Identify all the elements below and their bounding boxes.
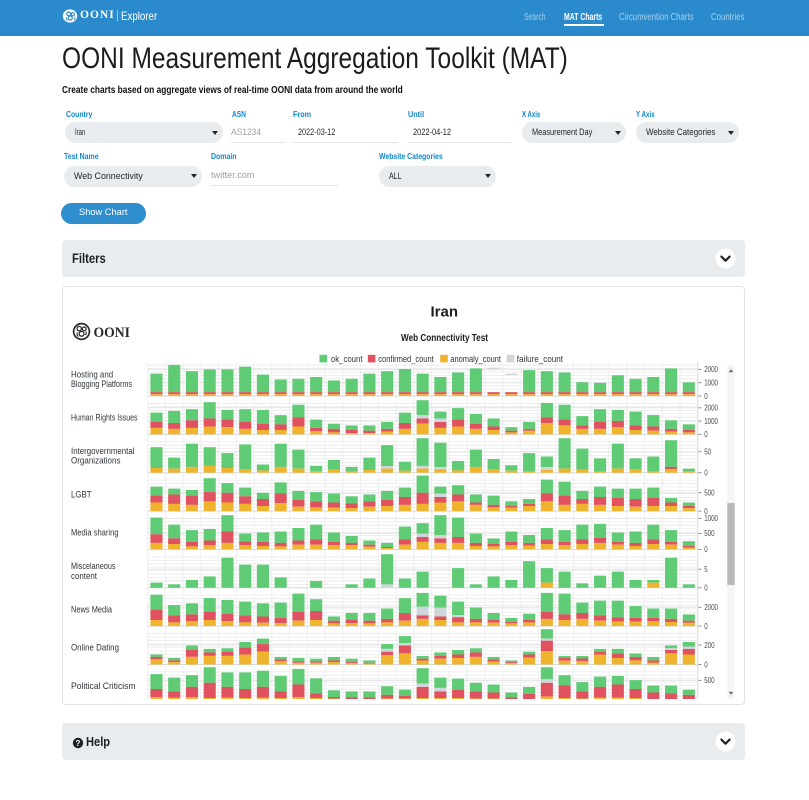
svg-text:50: 50	[704, 448, 711, 457]
svg-text:Blogging Platforms: Blogging Platforms	[71, 379, 132, 389]
svg-text:2000: 2000	[704, 365, 718, 374]
svg-text:Human Rights Issues: Human Rights Issues	[71, 413, 138, 423]
svg-text:anomaly_count: anomaly_count	[450, 353, 501, 364]
svg-text:ok_count: ok_count	[331, 353, 363, 364]
svg-text:content: content	[71, 571, 97, 581]
svg-text:0: 0	[704, 392, 708, 401]
svg-text:500: 500	[704, 489, 715, 498]
svg-text:News Media: News Media	[71, 604, 113, 614]
svg-text:Iran: Iran	[431, 304, 459, 321]
svg-text:Hosting and: Hosting and	[71, 369, 113, 379]
svg-text:2000: 2000	[704, 404, 718, 413]
svg-text:0: 0	[704, 545, 708, 554]
svg-text:Miscelaneous: Miscelaneous	[71, 561, 116, 571]
svg-text:OONI: OONI	[94, 325, 131, 341]
svg-text:500: 500	[704, 529, 715, 538]
svg-text:Online Dating: Online Dating	[71, 643, 119, 653]
svg-text:0: 0	[704, 584, 708, 593]
svg-text:?: ?	[76, 738, 81, 747]
svg-text:1000: 1000	[704, 514, 718, 523]
svg-text:LGBT: LGBT	[71, 489, 92, 499]
svg-text:2000: 2000	[704, 603, 718, 612]
svg-text:Media sharing: Media sharing	[71, 528, 119, 538]
svg-text:1000: 1000	[704, 417, 718, 426]
svg-text:Web Connectivity Test: Web Connectivity Test	[401, 333, 489, 344]
svg-text:0: 0	[704, 660, 708, 669]
svg-text:200: 200	[704, 641, 715, 650]
svg-text:0: 0	[704, 622, 708, 631]
svg-text:500: 500	[704, 676, 715, 685]
svg-text:Organizations: Organizations	[71, 456, 121, 466]
svg-text:Political Criticism: Political Criticism	[71, 681, 136, 691]
svg-text:0: 0	[704, 469, 708, 478]
svg-text:1000: 1000	[704, 379, 718, 388]
svg-text:confirmed_count: confirmed_count	[378, 353, 434, 364]
svg-text:5: 5	[704, 565, 708, 574]
svg-text:Intergovernmental: Intergovernmental	[71, 446, 135, 456]
svg-text:failure_count: failure_count	[517, 353, 564, 364]
svg-text:0: 0	[704, 507, 708, 516]
svg-text:0: 0	[704, 430, 708, 439]
